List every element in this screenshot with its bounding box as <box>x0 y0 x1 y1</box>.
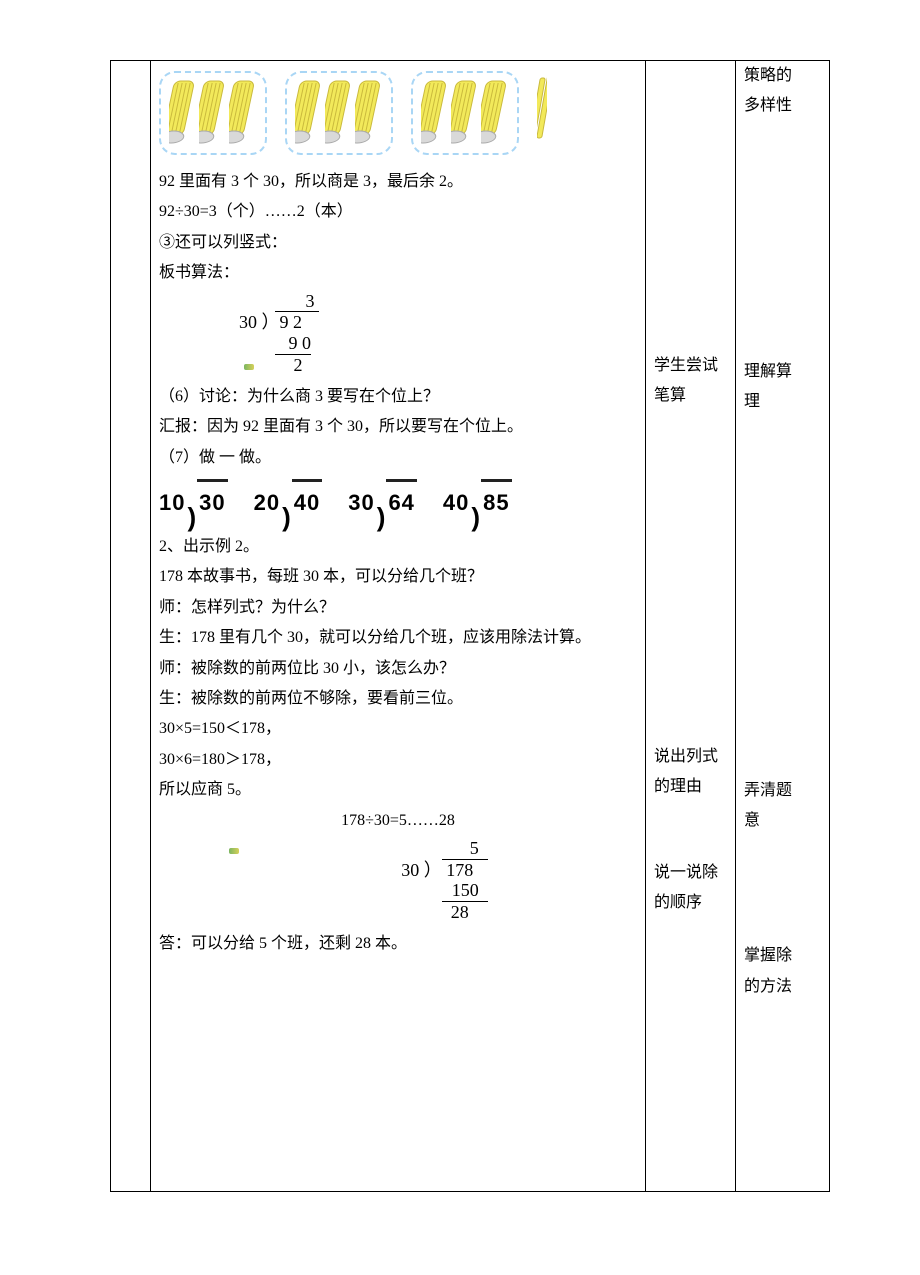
loose-sticks <box>537 74 547 152</box>
practice-divisor: 30 <box>348 482 376 524</box>
practice-divisor: 20 <box>254 482 282 524</box>
text-line: （7）做 一 做。 <box>159 443 637 473</box>
lesson-table: 92 里面有 3 个 30，所以商是 3，最后余 2。 92÷30=3（个）……… <box>110 60 830 1192</box>
practice-item: 40)85 <box>443 479 512 524</box>
subtrahend: 150 <box>452 880 479 900</box>
note-line: 笔算 <box>654 381 727 411</box>
text-line: 师：被除数的前两位比 30 小，该怎么办？ <box>159 654 637 684</box>
practice-item: 30)64 <box>348 479 417 524</box>
practice-problems: 10)30 20)40 30)64 40)85 <box>159 473 637 532</box>
stick-bundle-illustration <box>159 65 637 167</box>
lesson-plan-page: 92 里面有 3 个 30，所以商是 3，最后余 2。 92÷30=3（个）……… <box>0 0 920 1275</box>
note-line: 理 <box>744 387 818 417</box>
note-line: 的方法 <box>744 972 818 1002</box>
practice-divisor: 10 <box>159 482 187 524</box>
stick-bundle <box>229 79 257 147</box>
division-bracket-icon: ) <box>282 508 292 526</box>
dividend: 9 2 <box>280 312 303 332</box>
remainder: 2 <box>294 355 303 375</box>
quotient: 3 <box>306 291 315 311</box>
quotient: 5 <box>470 838 479 858</box>
stick-bundle <box>199 79 227 147</box>
long-division-2-wrap: 5 30 ） 178 150 28 <box>159 836 637 929</box>
note-line: 意 <box>744 806 818 836</box>
text-line: 板书算法： <box>159 258 637 288</box>
practice-divisor: 40 <box>443 482 471 524</box>
note-line: 的理由 <box>654 772 727 802</box>
main-content: 92 里面有 3 个 30，所以商是 3，最后余 2。 92÷30=3（个）……… <box>151 61 646 1191</box>
division-bracket-icon: ) <box>187 508 197 526</box>
note-line: 学生尝试 <box>654 351 727 381</box>
practice-item: 10)30 <box>159 479 228 524</box>
stick-bundle <box>355 79 383 147</box>
stick-bundle <box>325 79 353 147</box>
stick-bundle <box>451 79 479 147</box>
text-line: 30×6=180＞178， <box>159 745 637 775</box>
marker-icon <box>229 848 239 854</box>
long-division-1: 3 30 ）9 2 9 0 2 <box>239 291 319 376</box>
practice-dividend: 85 <box>481 479 511 524</box>
stick-bundle <box>481 79 509 147</box>
note-line: 弄清题 <box>744 776 818 806</box>
marker-icon <box>244 364 254 370</box>
text-line: 178 本故事书，每班 30 本，可以分给几个班？ <box>159 562 637 592</box>
remainder: 28 <box>451 902 469 922</box>
practice-dividend: 64 <box>386 479 416 524</box>
long-division-2: 5 30 ） 178 150 28 <box>392 838 488 923</box>
equation-line: 178÷30=5……28 <box>159 806 637 836</box>
text-line: 师：怎样列式？为什么？ <box>159 593 637 623</box>
text-line: （6）讨论：为什么商 3 要写在个位上？ <box>159 382 637 412</box>
text-line: 2、出示例 2。 <box>159 532 637 562</box>
bundle-group <box>411 71 519 155</box>
note-line: 多样性 <box>744 91 818 121</box>
text-line: 生：178 里有几个 30，就可以分给几个班，应该用除法计算。 <box>159 623 637 653</box>
bundle-group <box>285 71 393 155</box>
text-line: 生：被除数的前两位不够除，要看前三位。 <box>159 684 637 714</box>
division-bracket-icon: ) <box>377 508 387 526</box>
note-line: 说一说除 <box>654 858 727 888</box>
note-line: 策略的 <box>744 61 818 91</box>
answer-line: 答：可以分给 5 个班，还剩 28 本。 <box>159 929 637 959</box>
text-line: 92÷30=3（个）……2（本） <box>159 197 637 227</box>
student-activity-col: 学生尝试 笔算 说出列式 的理由 说一说除 的顺序 <box>646 61 736 1191</box>
stick-bundle <box>421 79 449 147</box>
text-line: 汇报：因为 92 里面有 3 个 30，所以要写在个位上。 <box>159 412 637 442</box>
stick-bundle <box>295 79 323 147</box>
note-line: 的顺序 <box>654 888 727 918</box>
dividend: 178 <box>446 860 473 880</box>
note-line: 理解算 <box>744 357 818 387</box>
divisor: 30 <box>239 312 257 332</box>
practice-dividend: 40 <box>292 479 322 524</box>
divisor: 30 <box>401 860 419 880</box>
subtrahend: 9 0 <box>289 333 312 353</box>
stick-bundle <box>169 79 197 147</box>
practice-item: 20)40 <box>254 479 323 524</box>
col-empty <box>111 61 151 1191</box>
note-line: 说出列式 <box>654 742 727 772</box>
text-line: 所以应商 5。 <box>159 775 637 805</box>
practice-dividend: 30 <box>197 479 227 524</box>
design-intent-col: 策略的 多样性 理解算 理 弄清题 意 掌握除 的方法 <box>736 61 826 1191</box>
bundle-group <box>159 71 267 155</box>
text-line: 92 里面有 3 个 30，所以商是 3，最后余 2。 <box>159 167 637 197</box>
text-line: ③还可以列竖式： <box>159 228 637 258</box>
text-line: 30×5=150＜178， <box>159 714 637 744</box>
note-line: 掌握除 <box>744 941 818 971</box>
division-bracket-icon: ) <box>471 508 481 526</box>
